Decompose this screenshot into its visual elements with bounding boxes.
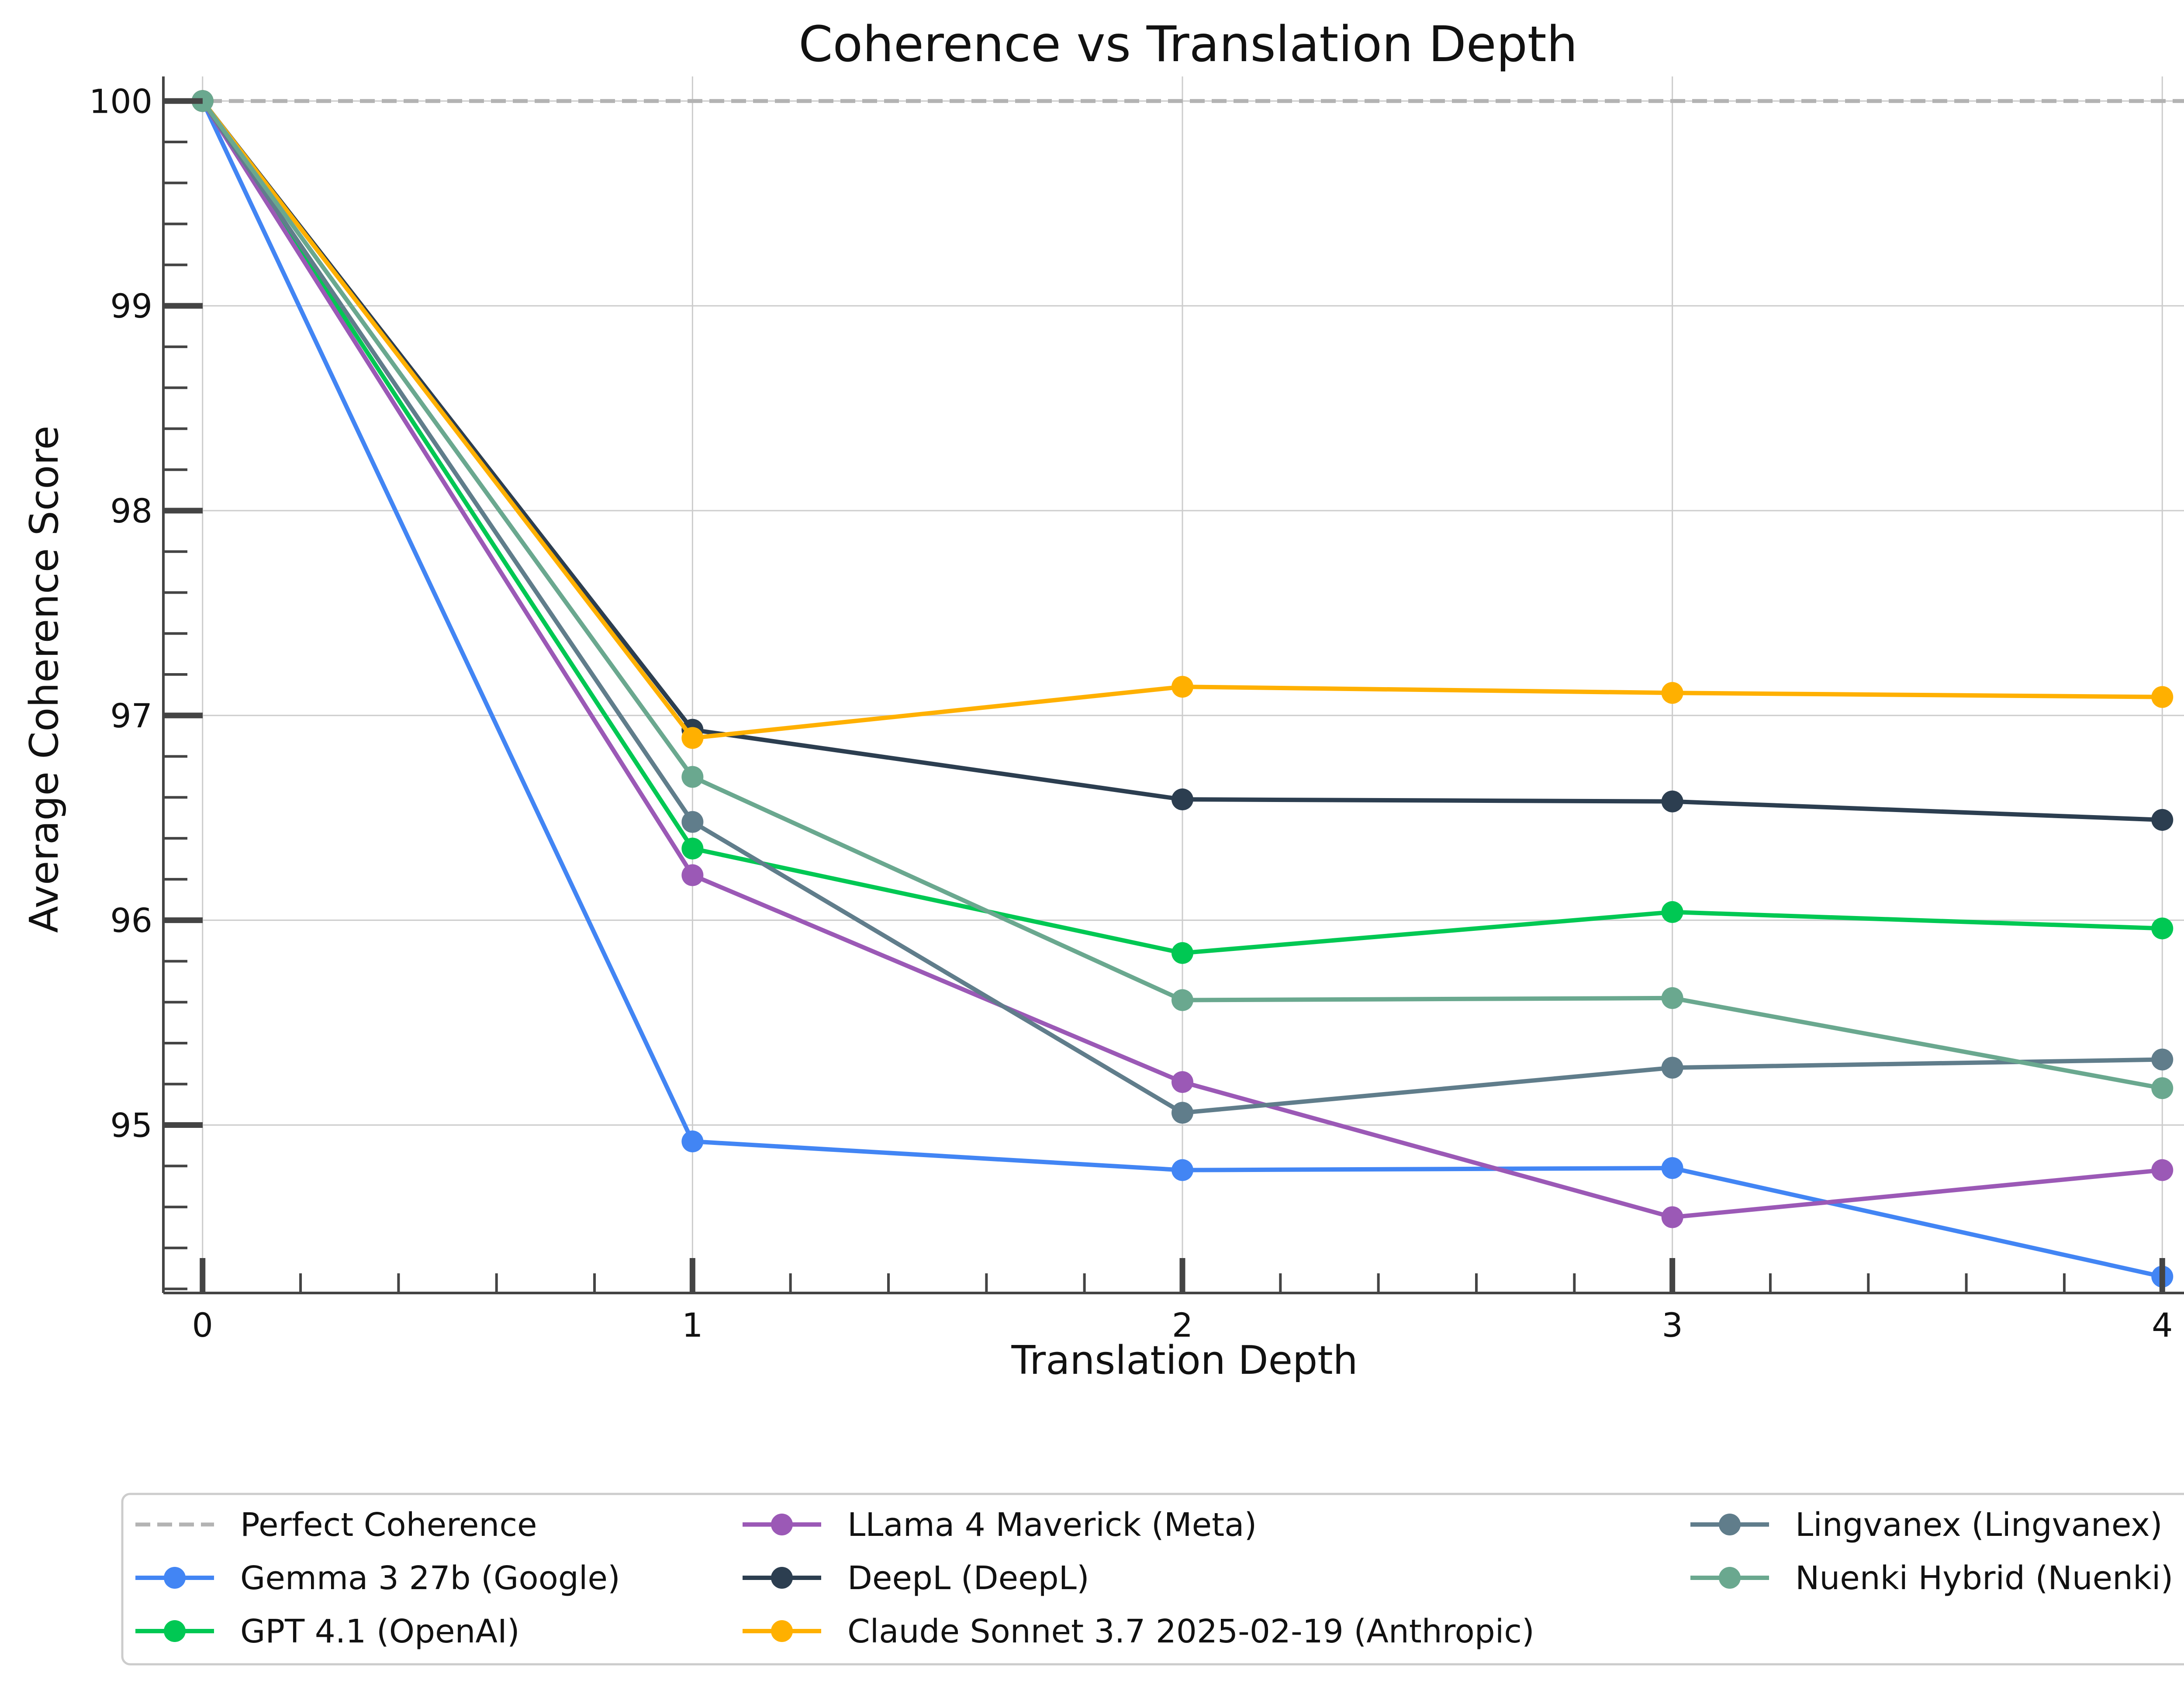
y-tick-label: 95: [110, 1106, 152, 1145]
data-point: [2151, 686, 2174, 708]
data-point: [2151, 809, 2174, 831]
legend-item-deepl-deepl: DeepL (DeepL): [743, 1559, 1089, 1597]
data-point: [2151, 1077, 2174, 1099]
legend-marker: [1719, 1567, 1741, 1589]
data-point: [1661, 1057, 1683, 1079]
x-tick-label: 4: [2152, 1306, 2173, 1345]
data-point: [681, 811, 704, 833]
data-point: [1171, 676, 1193, 698]
legend-label: Nuenki Hybrid (Nuenki): [1795, 1559, 2173, 1597]
legend-item-perfect-coherence: Perfect Coherence: [135, 1506, 537, 1544]
legend-label: DeepL (DeepL): [847, 1559, 1089, 1597]
legend-box: [121, 1493, 2184, 1666]
legend: Perfect Coherence Gemma 3 27b (Google) GPT…: [121, 1493, 2184, 1666]
legend-label: LLama 4 Maverick (Meta): [847, 1506, 1257, 1544]
y-tick-label: 99: [110, 287, 152, 325]
y-tick-label: 96: [110, 901, 152, 940]
legend-item-gemma-3-27b-google: Gemma 3 27b (Google): [135, 1559, 620, 1597]
data-point: [1171, 1159, 1193, 1181]
legend-item-claude-sonnet-3-7-2025-02-19-anthropic: Claude Sonnet 3.7 2025-02-19 (Anthropic): [743, 1613, 1534, 1650]
legend-label: Perfect Coherence: [240, 1506, 537, 1544]
y-tick-label: 97: [110, 696, 152, 735]
x-tick-label: 0: [192, 1306, 213, 1345]
legend-marker: [1719, 1514, 1741, 1535]
data-point: [1171, 788, 1193, 811]
data-point: [681, 727, 704, 749]
data-point: [2151, 1159, 2174, 1181]
data-point: [1661, 901, 1683, 923]
data-point: [681, 1130, 704, 1153]
data-point: [1661, 1157, 1683, 1179]
legend-marker: [771, 1620, 793, 1642]
legend-item-llama-4-maverick-meta: LLama 4 Maverick (Meta): [743, 1506, 1257, 1544]
data-point: [1661, 987, 1683, 1009]
legend-item-gpt-4-1-openai: GPT 4.1 (OpenAI): [135, 1613, 520, 1650]
data-point: [2151, 1048, 2174, 1071]
data-point: [1171, 989, 1193, 1011]
legend-label: Gemma 3 27b (Google): [240, 1559, 620, 1597]
data-point: [681, 837, 704, 860]
x-tick-label: 3: [1662, 1306, 1683, 1345]
legend-label: Claude Sonnet 3.7 2025-02-19 (Anthropic): [847, 1613, 1534, 1650]
legend-marker: [164, 1620, 186, 1642]
data-point: [1171, 1071, 1193, 1093]
legend-label: GPT 4.1 (OpenAI): [240, 1613, 520, 1650]
data-point: [2151, 917, 2174, 940]
data-point: [681, 864, 704, 886]
y-axis-title: Average Coherence Score: [21, 425, 67, 933]
legend-marker: [771, 1567, 793, 1589]
x-tick-label: 2: [1172, 1306, 1193, 1345]
data-point: [1661, 1206, 1683, 1228]
x-tick-label: 1: [682, 1306, 703, 1345]
y-tick-label: 98: [110, 491, 152, 530]
data-point: [1661, 790, 1683, 812]
chart-title: Coherence vs Translation Depth: [798, 16, 1577, 73]
axis-layer: 0 1 2 3 4 95 96 97 98 99 100: [89, 76, 2184, 1345]
legend-marker: [164, 1567, 186, 1589]
data-point: [1661, 682, 1683, 704]
data-point: [681, 766, 704, 788]
series-nuenki-hybrid-nuenki: [191, 90, 2174, 1099]
x-axis-title: Translation Depth: [1011, 1338, 1358, 1383]
data-point: [1171, 942, 1193, 964]
legend-marker: [771, 1514, 793, 1535]
legend-label: Lingvanex (Lingvanex): [1795, 1506, 2163, 1544]
data-point: [1171, 1102, 1193, 1124]
y-tick-label: 100: [89, 82, 152, 121]
legend-item-nuenki-hybrid-nuenki: Nuenki Hybrid (Nuenki): [1690, 1559, 2173, 1597]
legend-item-lingvanex-lingvanex: Lingvanex (Lingvanex): [1690, 1506, 2163, 1544]
series-layer: [191, 90, 2174, 1288]
